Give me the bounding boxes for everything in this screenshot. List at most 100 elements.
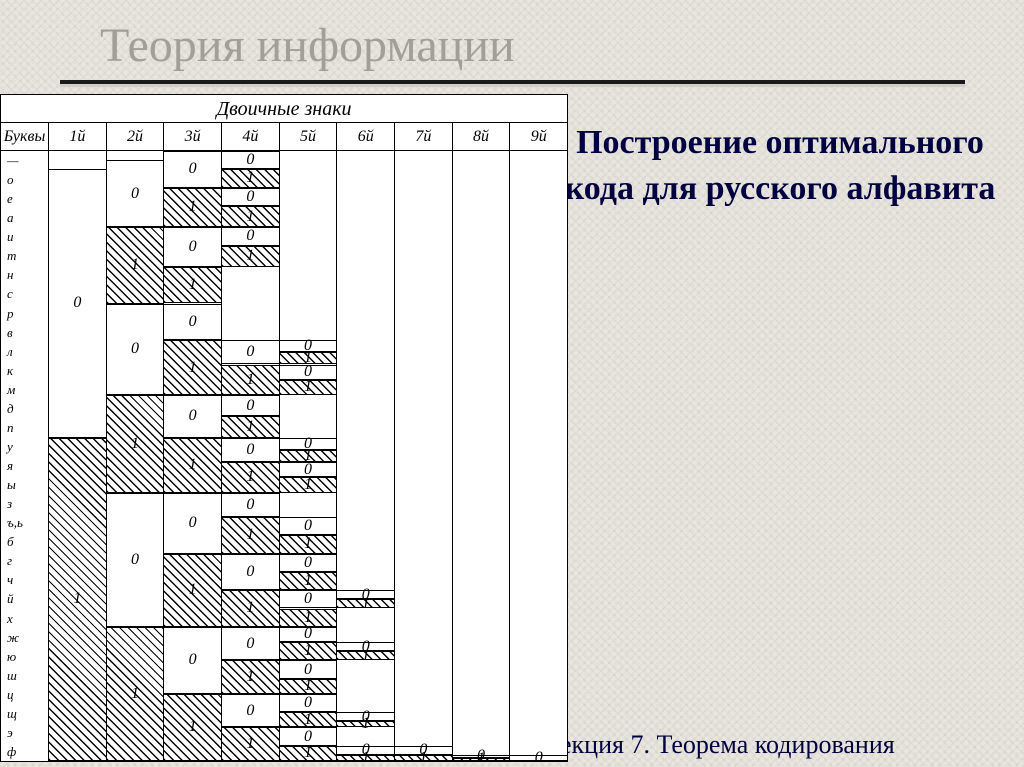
code-block: 1 — [280, 477, 337, 492]
code-block: 1 — [222, 206, 279, 227]
code-block: 1 — [280, 572, 337, 590]
letter-label: д — [1, 399, 48, 418]
coding-table-figure: Двоичные знаки Буквы 1й 2й 3й 4й 5й 6й 7… — [0, 94, 568, 762]
bit-column: 01 — [453, 151, 511, 761]
code-block: 0 — [510, 755, 567, 761]
code-block: 0 — [222, 188, 279, 206]
bit-header: 1й — [49, 123, 107, 150]
letter-label: н — [1, 265, 48, 284]
figure-grid: —оеаитнсрвлкмдпуяызъ,ьбгчйхжюшцщэф 01010… — [1, 151, 567, 761]
code-block: 0 — [164, 151, 221, 188]
letter-label: ъ,ь — [1, 513, 48, 532]
bit-header: 4й — [222, 123, 280, 150]
code-block: 1 — [222, 246, 279, 267]
code-block: 1 — [222, 660, 279, 694]
letter-label: ф — [1, 742, 48, 761]
figure-header-row: Буквы 1й 2й 3й 4й 5й 6й 7й 8й 9й — [1, 123, 567, 151]
code-block: 0 — [107, 160, 164, 227]
code-block: 0 — [222, 438, 279, 462]
bit-header: 8й — [453, 123, 511, 150]
letter-label: ц — [1, 685, 48, 704]
letter-label: о — [1, 170, 48, 189]
bit-header: 2й — [107, 123, 165, 150]
code-block: 1 — [280, 535, 337, 553]
letter-label: щ — [1, 704, 48, 723]
divider-light — [60, 84, 965, 87]
letter-label: х — [1, 609, 48, 628]
code-block: 1 — [280, 609, 337, 627]
code-block: 1 — [222, 590, 279, 627]
code-block: 1 — [280, 380, 337, 395]
bit-column: 010101010101 — [164, 151, 222, 761]
code-block: 1 — [222, 416, 279, 437]
footer-text: екция 7. Теорема кодирования — [560, 730, 895, 760]
subtitle: Построение оптимального кода для русског… — [560, 120, 1000, 212]
letter-label: м — [1, 380, 48, 399]
letter-label: и — [1, 227, 48, 246]
bit-header: 9й — [510, 123, 567, 150]
code-block: 1 — [395, 755, 452, 761]
letter-label: у — [1, 437, 48, 456]
letter-label: г — [1, 551, 48, 570]
code-block: 1 — [280, 679, 337, 694]
bit-header: 5й — [280, 123, 338, 150]
code-block: 0 — [107, 493, 164, 627]
code-block: 0 — [222, 493, 279, 517]
bit-column: 01010101010101010101 — [222, 151, 280, 761]
bit-header: 6й — [337, 123, 395, 150]
letter-label: ч — [1, 570, 48, 589]
letter-label: к — [1, 361, 48, 380]
code-block: 0 — [222, 554, 279, 591]
code-block: 1 — [222, 365, 279, 396]
letter-label: с — [1, 284, 48, 303]
code-block: 1 — [222, 462, 279, 493]
code-block: 0 — [222, 151, 279, 169]
code-block: 0 — [280, 627, 337, 642]
code-block: 0 — [222, 627, 279, 661]
code-block: 1 — [164, 188, 221, 228]
code-block: 1 — [222, 727, 279, 761]
code-block: 1 — [453, 758, 510, 761]
figure-caption: Двоичные знаки — [1, 95, 567, 123]
code-block: 1 — [107, 395, 164, 493]
bit-column: 01010101 — [337, 151, 395, 761]
code-block: 0 — [280, 694, 337, 712]
code-block: 1 — [280, 642, 337, 660]
code-block: 0 — [49, 169, 106, 437]
letter-label: ы — [1, 475, 48, 494]
code-block: 0 — [164, 493, 221, 554]
letter-label: е — [1, 189, 48, 208]
code-block: 1 — [337, 599, 394, 608]
code-block: 1 — [164, 554, 221, 627]
bit-header: 3й — [164, 123, 222, 150]
letter-label: ш — [1, 666, 48, 685]
letter-label: й — [1, 589, 48, 608]
code-block: 0 — [280, 590, 337, 608]
bit-column: 010101 — [107, 151, 165, 761]
page-title: Теория информации — [100, 18, 515, 73]
letter-label: б — [1, 532, 48, 551]
letter-label: э — [1, 723, 48, 742]
code-block: 1 — [49, 438, 106, 761]
letter-label: в — [1, 323, 48, 342]
code-block: 0 — [107, 304, 164, 396]
code-block: 0 — [164, 304, 221, 341]
code-block: 0 — [222, 340, 279, 364]
code-block: 1 — [280, 746, 337, 761]
code-block: 0 — [280, 660, 337, 678]
letter-label: — — [1, 151, 48, 170]
code-block: 0 — [222, 227, 279, 245]
code-block: 1 — [164, 438, 221, 493]
code-block: 0 — [222, 694, 279, 728]
bit-column: 01 — [395, 151, 453, 761]
letter-label: т — [1, 246, 48, 265]
letter-label: р — [1, 304, 48, 323]
code-block: 1 — [280, 712, 337, 727]
code-block: 1 — [164, 267, 221, 304]
letters-header: Буквы — [1, 123, 49, 150]
letters-column: —оеаитнсрвлкмдпуяызъ,ьбгчйхжюшцщэф — [1, 151, 49, 761]
bit-header: 7й — [395, 123, 453, 150]
letter-label: л — [1, 342, 48, 361]
code-block: 1 — [337, 721, 394, 727]
letter-label: ю — [1, 647, 48, 666]
